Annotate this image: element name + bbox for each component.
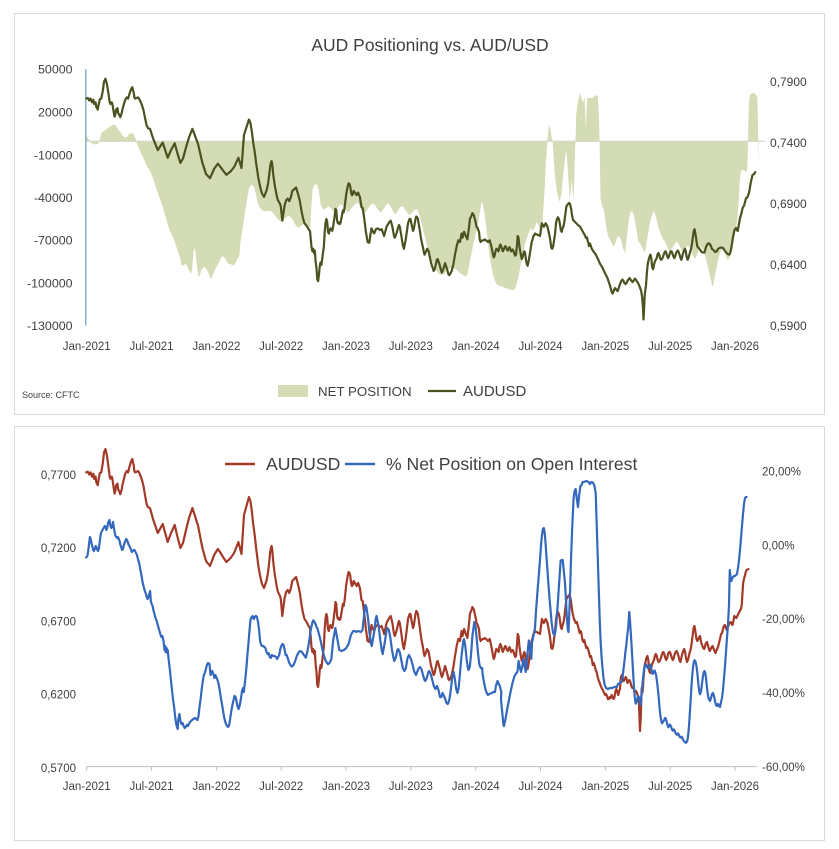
svg-text:0,7400: 0,7400 bbox=[770, 136, 807, 150]
svg-text:Jul-2023: Jul-2023 bbox=[389, 341, 433, 353]
svg-text:0,6700: 0,6700 bbox=[41, 616, 76, 628]
svg-text:0,5900: 0,5900 bbox=[770, 319, 807, 333]
svg-text:-100000: -100000 bbox=[27, 276, 73, 290]
svg-text:0,6900: 0,6900 bbox=[770, 197, 807, 211]
svg-text:Jan-2021: Jan-2021 bbox=[63, 341, 111, 353]
svg-text:0,00%: 0,00% bbox=[762, 540, 795, 552]
svg-text:0,7700: 0,7700 bbox=[41, 470, 76, 482]
svg-text:0,6400: 0,6400 bbox=[770, 258, 807, 272]
svg-text:Jan-2024: Jan-2024 bbox=[452, 781, 501, 793]
svg-text:Jan-2022: Jan-2022 bbox=[192, 341, 240, 353]
svg-text:Jan-2023: Jan-2023 bbox=[322, 341, 370, 353]
svg-text:Jul-2022: Jul-2022 bbox=[259, 341, 303, 353]
svg-text:Jul-2025: Jul-2025 bbox=[648, 781, 692, 793]
svg-text:20000: 20000 bbox=[38, 106, 73, 120]
svg-text:Jul-2024: Jul-2024 bbox=[518, 781, 563, 793]
svg-text:20,00%: 20,00% bbox=[762, 466, 801, 478]
svg-text:Jul-2025: Jul-2025 bbox=[648, 341, 692, 353]
svg-text:-70000: -70000 bbox=[34, 234, 73, 248]
svg-text:-10000: -10000 bbox=[34, 148, 73, 162]
svg-text:0,7200: 0,7200 bbox=[41, 543, 76, 555]
svg-text:Jul-2024: Jul-2024 bbox=[518, 341, 563, 353]
svg-text:Jul-2022: Jul-2022 bbox=[259, 781, 303, 793]
svg-text:50000: 50000 bbox=[38, 63, 73, 77]
svg-text:AUDUSD: AUDUSD bbox=[463, 383, 527, 400]
svg-text:AUDUSD: AUDUSD bbox=[266, 454, 340, 474]
svg-text:Jan-2023: Jan-2023 bbox=[322, 781, 370, 793]
svg-text:Jan-2021: Jan-2021 bbox=[63, 781, 111, 793]
svg-text:0,5700: 0,5700 bbox=[41, 763, 76, 775]
svg-text:0,6200: 0,6200 bbox=[41, 690, 76, 702]
svg-text:Jan-2025: Jan-2025 bbox=[581, 781, 629, 793]
svg-text:0,7900: 0,7900 bbox=[770, 75, 807, 89]
svg-text:-20,00%: -20,00% bbox=[762, 614, 805, 626]
svg-text:Source: CFTC: Source: CFTC bbox=[22, 390, 80, 400]
svg-text:AUD Positioning vs. AUD/USD: AUD Positioning vs. AUD/USD bbox=[311, 35, 548, 55]
svg-text:NET POSITION: NET POSITION bbox=[318, 384, 412, 399]
svg-text:% Net Position on Open Interes: % Net Position on Open Interest bbox=[386, 454, 637, 474]
svg-text:Jan-2025: Jan-2025 bbox=[581, 341, 629, 353]
svg-text:-40,00%: -40,00% bbox=[762, 688, 805, 700]
svg-text:Jul-2023: Jul-2023 bbox=[389, 781, 433, 793]
svg-text:-40000: -40000 bbox=[34, 191, 73, 205]
svg-text:Jan-2024: Jan-2024 bbox=[452, 341, 501, 353]
svg-text:-130000: -130000 bbox=[27, 319, 73, 333]
svg-text:Jul-2021: Jul-2021 bbox=[129, 781, 173, 793]
svg-text:-60,00%: -60,00% bbox=[762, 762, 805, 774]
svg-text:Jul-2021: Jul-2021 bbox=[129, 341, 173, 353]
svg-text:Jan-2022: Jan-2022 bbox=[192, 781, 240, 793]
svg-text:Jan-2026: Jan-2026 bbox=[711, 341, 759, 353]
svg-text:Jan-2026: Jan-2026 bbox=[711, 781, 759, 793]
